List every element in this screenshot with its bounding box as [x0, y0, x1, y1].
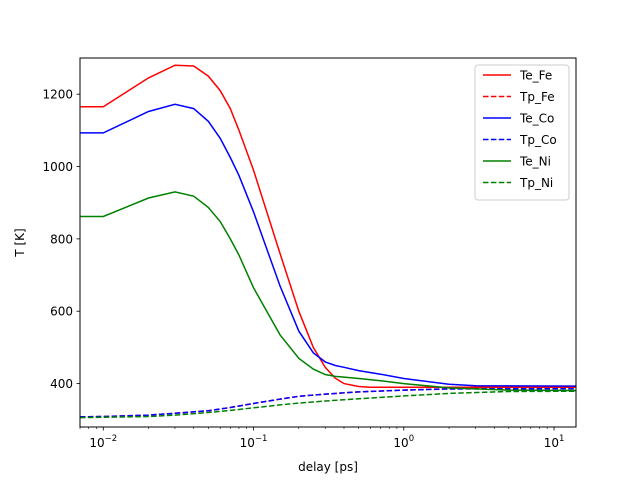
x-tick-label: 10−2: [89, 434, 117, 450]
y-tick-label: 400: [50, 377, 73, 391]
y-axis-label: T [K]: [13, 228, 27, 257]
x-axis: 10−2 10−1 100 101: [79, 427, 565, 450]
x-axis-label: delay [ps]: [298, 460, 358, 474]
y-tick-label: 1000: [42, 160, 73, 174]
legend-label: Tp_Co: [519, 133, 557, 147]
legend-label: Te_Ni: [519, 155, 551, 169]
y-tick-label: 600: [50, 305, 73, 319]
x-tick-label: 100: [393, 434, 414, 450]
series-line-te-ni: [80, 191, 576, 392]
plot-area: [80, 64, 576, 419]
legend-label: Te_Co: [519, 112, 554, 126]
legend-box: [474, 64, 570, 201]
series-line-te-fe: [80, 64, 576, 388]
x-tick-label: 101: [544, 434, 565, 450]
series-line-tp-co: [80, 387, 576, 418]
plot-frame: [79, 57, 577, 428]
series-line-tp-ni: [80, 390, 576, 419]
y-tick-label: 800: [50, 232, 73, 246]
y-tick-label: 1200: [42, 88, 73, 102]
y-axis: 400 600 800 1000 1200: [42, 88, 80, 391]
x-tick-label: 10−1: [240, 434, 268, 450]
legend: Te_Fe Tp_Fe Te_Co Tp_Co Te_Ni Tp_Ni: [474, 64, 570, 201]
legend-label: Te_Fe: [519, 69, 552, 83]
series-line-te-co: [80, 103, 576, 387]
legend-label: Tp_Fe: [519, 90, 555, 104]
legend-label: Tp_Ni: [519, 176, 553, 190]
